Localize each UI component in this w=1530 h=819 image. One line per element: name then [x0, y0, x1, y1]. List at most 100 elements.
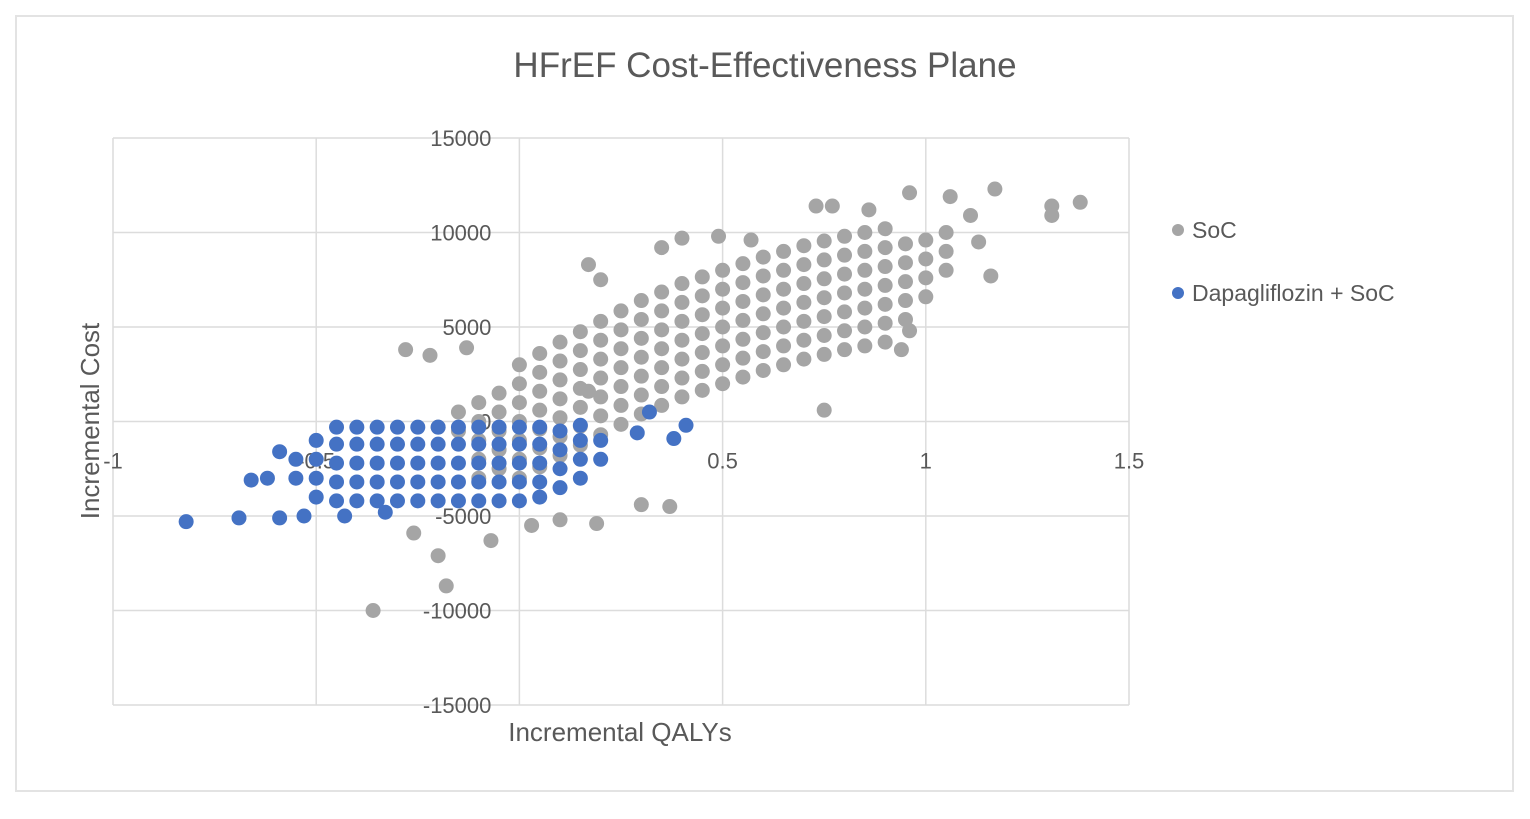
data-point [430, 455, 446, 471]
data-point [511, 474, 527, 490]
data-point [491, 385, 507, 401]
data-point [987, 181, 1003, 197]
data-point [511, 455, 527, 471]
x-axis-label: Incremental QALYs [508, 717, 732, 747]
data-point [329, 419, 345, 435]
data-point [410, 419, 426, 435]
data-point [796, 351, 812, 367]
data-point [430, 436, 446, 452]
data-point [715, 300, 731, 316]
data-point [613, 303, 629, 319]
data-point [735, 256, 751, 272]
data-point [902, 185, 918, 201]
data-point [450, 404, 466, 420]
data-point [694, 363, 710, 379]
data-point [893, 342, 909, 358]
data-point [491, 436, 507, 452]
data-point [389, 474, 405, 490]
data-point [816, 328, 832, 344]
data-point [552, 442, 568, 458]
data-point [877, 259, 893, 275]
data-point [511, 436, 527, 452]
data-point [938, 262, 954, 278]
data-point [633, 349, 649, 365]
data-point [776, 262, 792, 278]
legend: SoC Dapagliflozin + SoC [1172, 214, 1395, 340]
data-point [471, 493, 487, 509]
data-point [572, 451, 588, 467]
data-point [308, 432, 324, 448]
legend-item-dapagliflozin: Dapagliflozin + SoC [1172, 277, 1395, 309]
data-point [755, 344, 771, 360]
data-point [837, 228, 853, 244]
data-point [633, 387, 649, 403]
data-point [796, 257, 812, 273]
data-point [613, 341, 629, 357]
data-point [897, 311, 913, 327]
data-point [389, 419, 405, 435]
y-tick-label: -5000 [435, 504, 491, 529]
data-point [776, 319, 792, 335]
data-point [532, 419, 548, 435]
data-point [572, 343, 588, 359]
data-point [816, 233, 832, 249]
data-point [837, 304, 853, 320]
data-point [532, 345, 548, 361]
data-point [259, 470, 275, 486]
data-point [552, 512, 568, 528]
data-points [178, 181, 1088, 618]
data-point [532, 474, 548, 490]
data-point [662, 499, 678, 515]
data-point [963, 207, 979, 223]
data-point [755, 362, 771, 378]
data-point [983, 268, 999, 284]
data-point [552, 391, 568, 407]
data-point [511, 419, 527, 435]
data-point [674, 332, 690, 348]
data-point [654, 341, 670, 357]
data-point [593, 432, 609, 448]
data-point [897, 274, 913, 290]
data-point [483, 533, 499, 549]
data-point [694, 269, 710, 285]
data-point [674, 276, 690, 292]
data-point [678, 417, 694, 433]
y-tick-label: -15000 [423, 693, 492, 718]
data-point [918, 289, 934, 305]
data-point [735, 350, 751, 366]
data-point [410, 493, 426, 509]
data-point [654, 379, 670, 395]
data-point [532, 364, 548, 380]
data-point [430, 548, 446, 564]
data-point [471, 436, 487, 452]
series-soc [365, 181, 1088, 618]
data-point [580, 257, 596, 273]
data-point [593, 408, 609, 424]
data-point [743, 232, 759, 248]
data-point [450, 419, 466, 435]
data-point [349, 474, 365, 490]
data-point [897, 293, 913, 309]
data-point [796, 313, 812, 329]
data-point [796, 238, 812, 254]
x-tick-label: 0.5 [707, 449, 738, 474]
data-point [857, 300, 873, 316]
data-point [593, 332, 609, 348]
data-point [438, 578, 454, 594]
data-point [735, 293, 751, 309]
data-point [1044, 207, 1060, 223]
data-point [471, 395, 487, 411]
data-point [755, 306, 771, 322]
data-point [857, 225, 873, 240]
data-point [369, 474, 385, 490]
data-point [613, 416, 629, 432]
data-point [369, 419, 385, 435]
data-point [674, 351, 690, 367]
data-point [633, 293, 649, 309]
data-point [511, 395, 527, 411]
data-point [272, 510, 288, 526]
data-point [666, 431, 682, 447]
data-point [857, 281, 873, 297]
data-point [654, 240, 670, 256]
data-point [572, 432, 588, 448]
